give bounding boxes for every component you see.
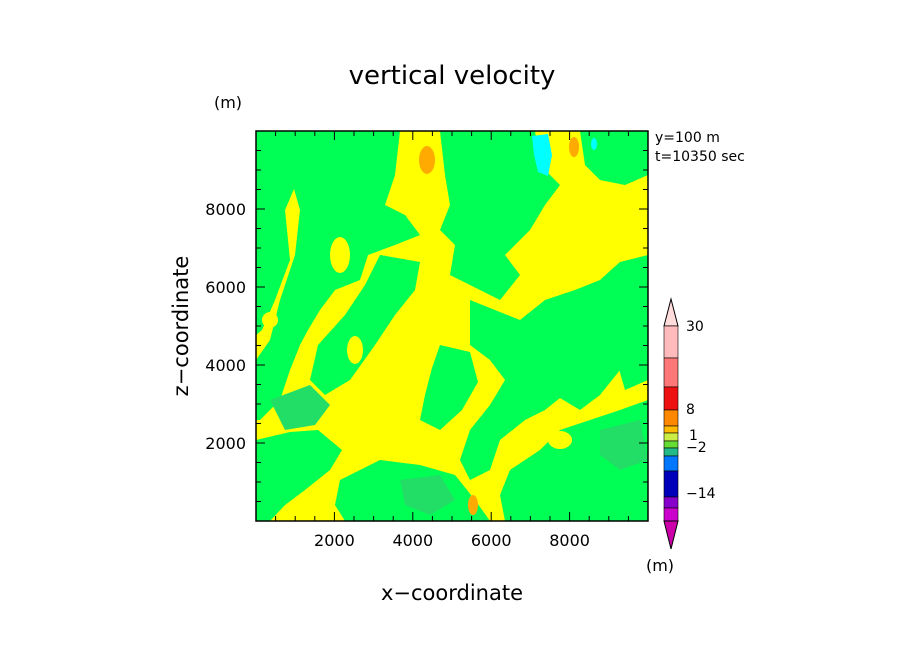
region-bottom-patch [400, 475, 455, 515]
chart-title: vertical velocity [349, 61, 556, 91]
region-lower-left [256, 430, 342, 521]
region-top-center [440, 131, 560, 300]
mid-negative-regions [270, 385, 648, 515]
x-tick-label: 2000 [314, 531, 355, 550]
x-axis-ticks: 2000 4000 6000 8000 [275, 131, 629, 550]
cyan-blob-2 [591, 138, 597, 150]
x-axis-label: x−coordinate [381, 581, 523, 605]
colorbar-label: −14 [686, 486, 716, 502]
colorbar-label: 1 [689, 428, 698, 444]
positive-patches [262, 188, 618, 449]
colorbar-top-arrow [663, 297, 679, 327]
y-tick-label: 8000 [205, 200, 246, 219]
x-tick-label: 4000 [392, 531, 433, 550]
y-axis-ticks: 2000 4000 6000 8000 [205, 150, 648, 502]
colorbar-label: −2 [686, 440, 707, 456]
colorbar-segment [663, 507, 679, 522]
patch-4 [582, 188, 618, 212]
region-upper-left [256, 131, 420, 420]
contour-field [256, 131, 648, 521]
y-tick-label: 4000 [205, 356, 246, 375]
colorbar-unit: (m) [646, 556, 674, 575]
patch-1 [330, 237, 350, 273]
y-axis-label: z−coordinate [169, 256, 193, 397]
y-axis-unit: (m) [214, 93, 242, 112]
colorbar-segment [663, 325, 679, 359]
region-right-patch [600, 420, 648, 470]
colorbar-segment [663, 386, 679, 411]
colorbar: 30 8 1−2 −14 [663, 297, 716, 550]
colorbar-segment [663, 440, 679, 449]
region-left-patch [270, 385, 330, 430]
cyan-blob-1 [532, 134, 552, 176]
colorbar-segment [663, 357, 679, 388]
region-upper-right [580, 131, 648, 185]
annotation-time: t=10350 sec [655, 149, 745, 165]
annotation-y-position: y=100 m [655, 130, 720, 146]
region-right-edge [610, 290, 648, 390]
colorbar-segment [663, 432, 679, 442]
colorbar-label: 30 [686, 319, 704, 335]
patch-3 [548, 431, 572, 449]
moderate-negative-regions [532, 134, 597, 176]
orange-blob-1 [419, 146, 435, 174]
y-tick-label: 6000 [205, 278, 246, 297]
region-center-band [310, 255, 420, 395]
colorbar-segment [663, 447, 679, 457]
x-tick-label: 8000 [549, 531, 590, 550]
region-center-blob [420, 345, 478, 430]
colorbar-label: 8 [686, 402, 695, 418]
x-tick-label: 6000 [471, 531, 512, 550]
moderate-positive-regions [419, 137, 579, 515]
orange-blob-3 [468, 495, 478, 515]
orange-blob-2 [569, 137, 579, 157]
colorbar-segment [663, 470, 679, 498]
region-center-right [460, 255, 648, 480]
patch-2 [347, 336, 363, 364]
colorbar-segment [663, 455, 679, 472]
negative-regions [256, 131, 648, 521]
colorbar-bottom-arrow [663, 520, 679, 550]
colorbar-segment [663, 496, 679, 509]
colorbar-segment [663, 425, 679, 434]
colorbar-segment [663, 409, 679, 427]
y-tick-label: 2000 [205, 434, 246, 453]
patch-5 [262, 312, 278, 328]
